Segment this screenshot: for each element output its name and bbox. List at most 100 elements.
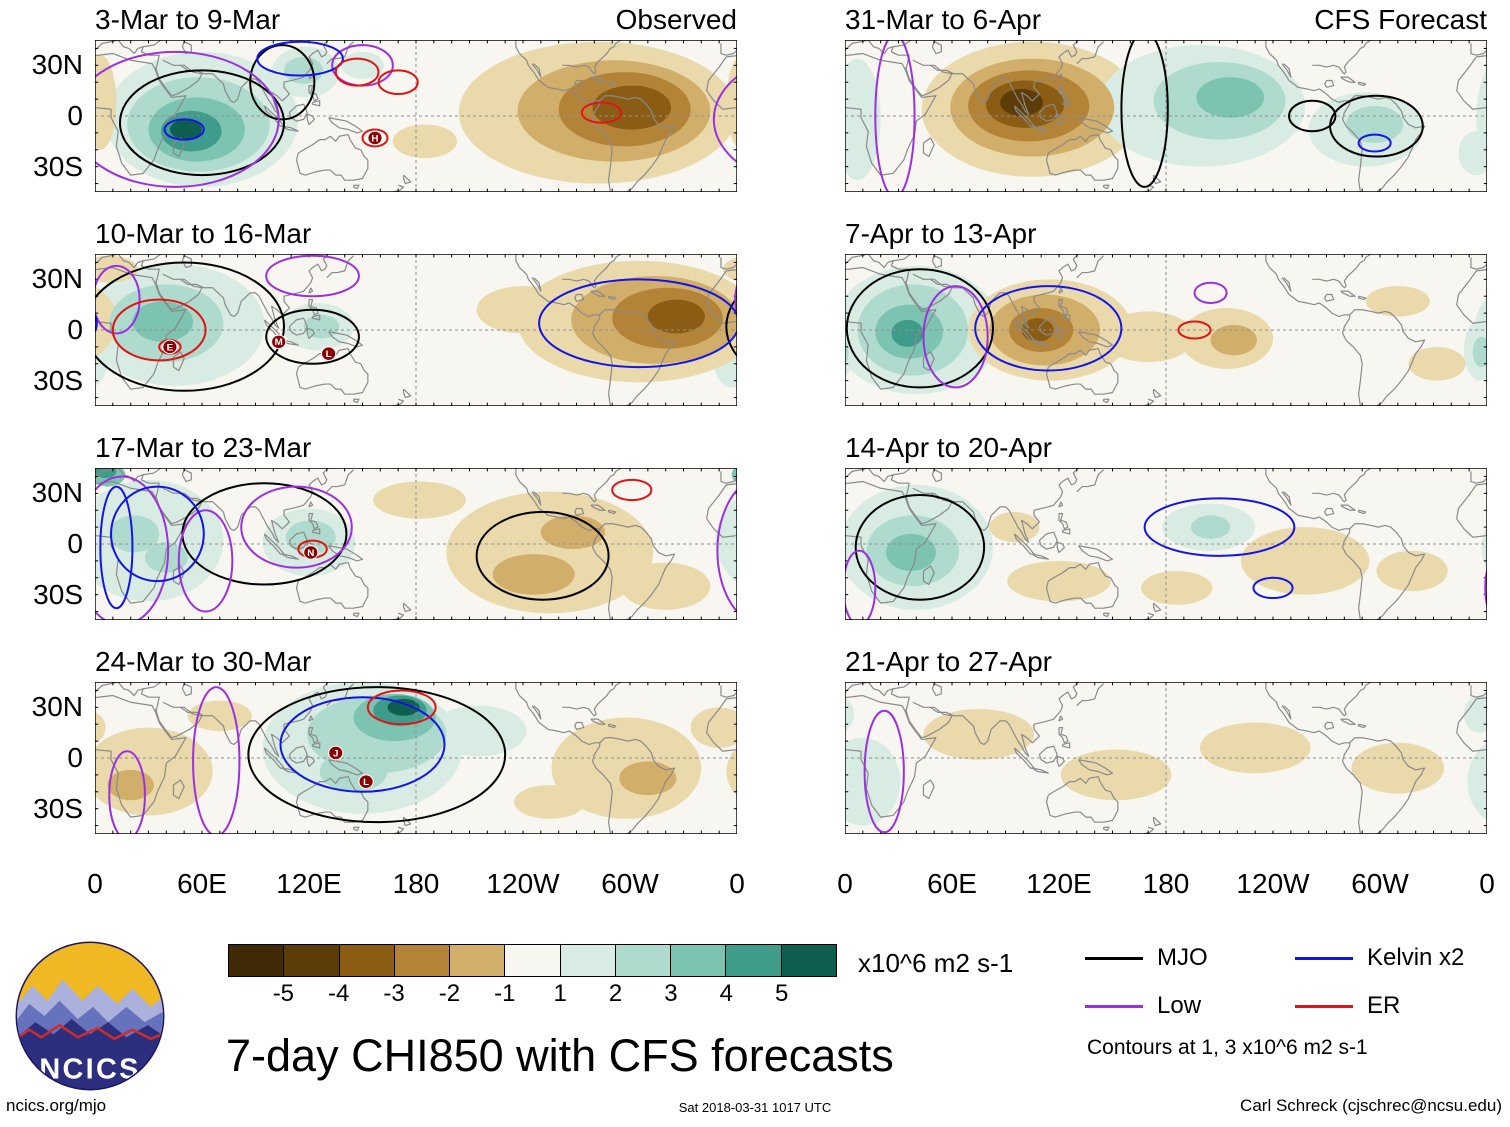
map-panel-6: 14-Apr to 20-Apr bbox=[845, 432, 1487, 620]
coastline bbox=[845, 40, 911, 55]
storm-marker-letter: L bbox=[363, 777, 369, 788]
coastline bbox=[516, 682, 600, 744]
x-tick-label: 60E bbox=[177, 868, 227, 899]
coastline bbox=[845, 268, 936, 390]
coastline bbox=[1471, 468, 1487, 483]
kelvin-contour bbox=[975, 286, 1121, 370]
panel-body bbox=[845, 468, 1487, 620]
panel-title: 14-Apr to 20-Apr bbox=[845, 432, 1052, 463]
coastline bbox=[309, 502, 313, 507]
coastline bbox=[181, 40, 329, 114]
coastline bbox=[1266, 468, 1350, 530]
colorbar-segment bbox=[283, 945, 339, 976]
legend-line-swatch bbox=[1295, 956, 1353, 960]
coastline bbox=[1312, 40, 1371, 74]
coastline bbox=[1359, 82, 1366, 85]
negative-anomaly-shading bbox=[1376, 550, 1448, 592]
colorbar-tick: 2 bbox=[608, 980, 623, 1007]
low-contour bbox=[875, 40, 914, 192]
coastline bbox=[1457, 268, 1487, 390]
positive-anomaly-shading bbox=[1190, 515, 1231, 539]
coastline bbox=[141, 689, 159, 713]
coastline bbox=[532, 706, 541, 720]
legend-item-low: Low bbox=[1085, 992, 1295, 1020]
coastline bbox=[1154, 817, 1161, 825]
coastline bbox=[327, 470, 354, 492]
storm-marker-letter: J bbox=[333, 749, 338, 760]
low-contour bbox=[923, 286, 987, 387]
coastline bbox=[1079, 760, 1113, 775]
coastline bbox=[1104, 399, 1109, 402]
low-contour bbox=[865, 711, 904, 833]
coastline bbox=[600, 310, 675, 406]
positive-anomaly-shading bbox=[845, 737, 901, 826]
coastline bbox=[95, 40, 161, 55]
kelvin-contour bbox=[257, 42, 343, 76]
mjo-contour bbox=[1121, 40, 1167, 187]
negative-anomaly-shading bbox=[1210, 324, 1257, 356]
coastline bbox=[593, 529, 613, 620]
negative-anomaly-shading bbox=[373, 481, 466, 519]
colorbar-tick: 3 bbox=[664, 980, 678, 1007]
coastline bbox=[600, 738, 675, 834]
coastline bbox=[309, 86, 318, 101]
er-contour bbox=[379, 70, 418, 94]
y-axis-labels: 30N 0 30S bbox=[12, 254, 95, 406]
map-area bbox=[845, 682, 1487, 834]
coastline bbox=[327, 256, 354, 278]
coastline bbox=[600, 524, 675, 620]
mjo-contour bbox=[856, 495, 984, 600]
footer-author: Carl Schreck (cjschrec@ncsu.edu) bbox=[1240, 1096, 1502, 1115]
coastline bbox=[891, 689, 909, 713]
coastline bbox=[1471, 682, 1487, 697]
negative-anomaly-shading bbox=[514, 785, 586, 819]
coastline bbox=[141, 475, 159, 499]
x-tick-label: 120W bbox=[486, 868, 560, 899]
er-contour bbox=[113, 300, 206, 361]
coastline bbox=[1063, 101, 1070, 106]
map-grid: 3-Mar to 9-Mar Observed 30N 0 30S H 10-Mar to … bbox=[12, 4, 1495, 904]
y-axis-labels: 30N 0 30S bbox=[12, 468, 95, 620]
coastline bbox=[707, 268, 737, 390]
coastline bbox=[329, 760, 363, 775]
positive-anomaly-shading bbox=[284, 56, 324, 84]
coastline bbox=[532, 492, 541, 506]
negative-anomaly-shading bbox=[1007, 560, 1111, 602]
negative-anomaly-shading bbox=[1141, 571, 1213, 605]
coastline bbox=[845, 696, 936, 818]
coastline bbox=[932, 470, 941, 482]
panel-body: 30N 0 30S E M L bbox=[12, 254, 737, 406]
coastline bbox=[891, 261, 909, 285]
negative-anomaly-shading bbox=[95, 711, 106, 744]
coastline bbox=[1266, 40, 1350, 102]
coastline bbox=[562, 40, 621, 74]
er-contour bbox=[612, 480, 651, 500]
er-contour bbox=[363, 130, 388, 147]
coastline bbox=[707, 54, 737, 176]
coastline bbox=[932, 256, 941, 268]
coastline bbox=[1359, 296, 1366, 299]
storm-marker-n: N bbox=[303, 545, 319, 560]
panel-title: 21-Apr to 27-Apr bbox=[845, 646, 1052, 677]
coastline bbox=[575, 295, 584, 302]
legend-line-swatch bbox=[1085, 1004, 1143, 1008]
kelvin-contour bbox=[100, 487, 132, 609]
coastline bbox=[1059, 74, 1063, 79]
positive-anomaly-shading bbox=[1346, 105, 1404, 144]
negative-anomaly-shading bbox=[107, 769, 154, 801]
coastline bbox=[1457, 54, 1487, 176]
mjo-contour bbox=[95, 262, 284, 390]
map-area bbox=[845, 468, 1487, 620]
kelvin-contour bbox=[165, 119, 204, 139]
contour-legend: MJO Kelvin x2 Low ER bbox=[1085, 944, 1505, 1040]
coastline bbox=[609, 510, 616, 513]
coastline bbox=[1350, 524, 1425, 620]
map-panel-1: 10-Mar to 16-Mar 30N 0 30S E M L bbox=[12, 218, 737, 406]
negative-anomaly-shading bbox=[95, 55, 117, 150]
coastline bbox=[721, 682, 737, 697]
coastline bbox=[354, 185, 359, 188]
map-canvas: N bbox=[95, 468, 737, 620]
negative-anomaly-shading bbox=[1199, 722, 1311, 774]
coastline bbox=[1325, 509, 1334, 516]
coastline bbox=[1343, 315, 1363, 406]
